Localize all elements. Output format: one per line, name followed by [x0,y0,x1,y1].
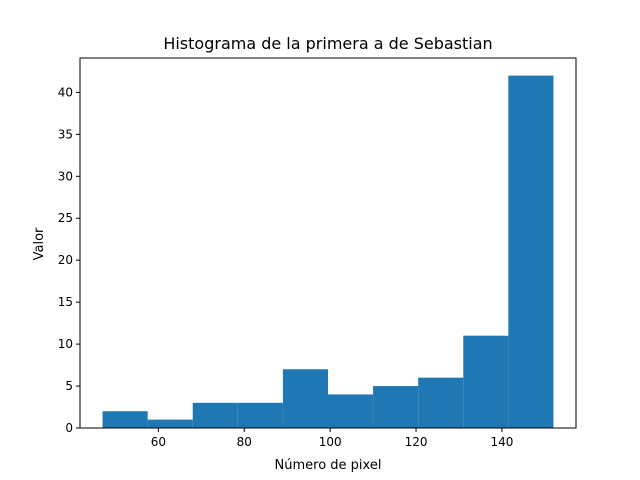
histogram-bar-6 [328,394,374,428]
chart-title: Histograma de la primera a de Sebastian [163,34,492,53]
x-tick-label: 100 [319,435,342,449]
bars-group [102,75,554,428]
x-tick-label: 120 [405,435,428,449]
plot-frame [79,57,577,429]
y-tick-label: 15 [58,295,73,309]
histogram-bar-2 [147,419,193,428]
y-tick-label: 10 [58,337,73,351]
y-tick-label: 0 [65,421,73,435]
histogram-bar-10 [508,75,554,428]
histogram-bar-8 [418,377,464,428]
histogram-bar-5 [282,369,328,428]
y-tick-label: 35 [58,127,73,141]
histogram-bar-4 [237,402,283,428]
histogram-bar-3 [192,402,238,428]
x-tick-label: 140 [490,435,513,449]
axes-group: 60 80 100 120 140 0 5 10 15 20 25 30 35 40 [58,57,577,449]
y-tick-label: 30 [58,169,73,183]
y-tick-label: 25 [58,211,73,225]
y-tick-label: 5 [65,379,73,393]
x-tick-label: 80 [237,435,252,449]
histogram-bar-9 [463,335,509,428]
y-axis-label: Valor [32,227,47,260]
histogram-bar-7 [373,386,419,428]
y-tick-label: 20 [58,253,73,267]
histogram-bar-1 [102,411,148,428]
y-tick-label: 40 [58,85,73,99]
x-tick-label: 60 [151,435,166,449]
x-axis-label: Número de pixel [275,458,382,473]
